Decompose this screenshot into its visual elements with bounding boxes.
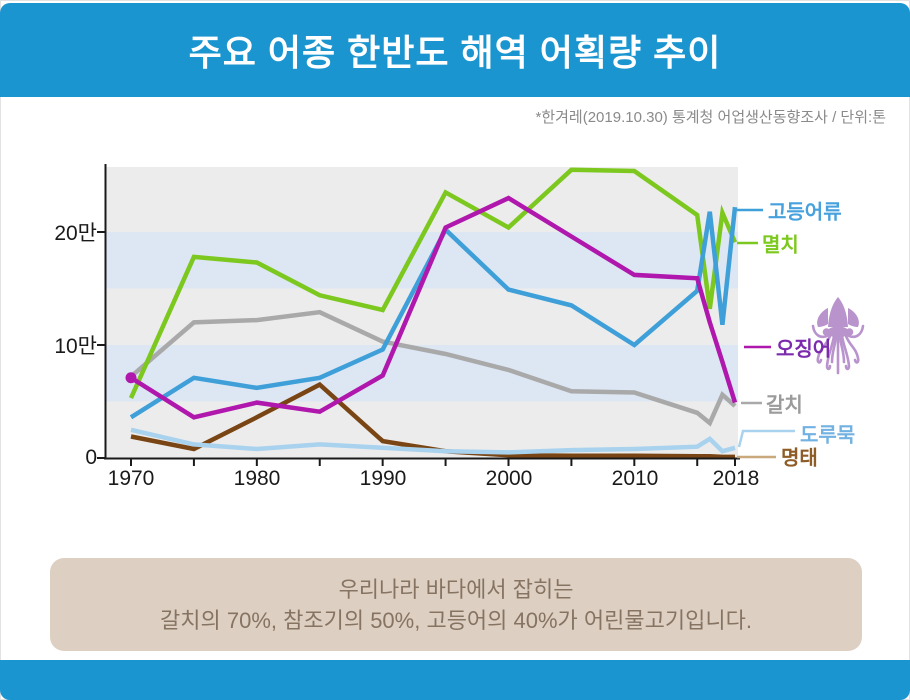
legend-label-squid: 오징어 bbox=[776, 338, 832, 361]
x-tick-label-2010: 2010 bbox=[611, 467, 659, 490]
y-tick-label-10: 10만 bbox=[54, 335, 97, 358]
series-line-1 bbox=[128, 167, 738, 400]
x-tick-label-1990: 1990 bbox=[359, 467, 407, 490]
footer-bar bbox=[0, 660, 910, 700]
footnote-box: 우리나라 바다에서 잡히는 갈치의 70%, 참조기의 50%, 고등어의 40… bbox=[50, 558, 862, 651]
page-title: 주요 어종 한반도 해역 어획량 추이 bbox=[188, 32, 722, 73]
series-start-marker-2 bbox=[125, 372, 137, 384]
legend-label-sandfish: 도루묵 bbox=[800, 424, 856, 447]
series-line-3 bbox=[129, 309, 737, 427]
x-tick-label-2000: 2000 bbox=[485, 467, 533, 490]
series-line-2 bbox=[129, 195, 738, 420]
series-line-5 bbox=[130, 381, 735, 460]
x-tick-label-2018: 2018 bbox=[712, 467, 760, 490]
header-bar: 주요 어종 한반도 해역 어획량 추이 bbox=[0, 3, 910, 97]
footnote-line2: 갈치의 70%, 참조기의 50%, 고등어의 40%가 어린물고기입니다. bbox=[160, 607, 752, 633]
y-tick-label-20: 20만 bbox=[54, 222, 97, 245]
line-chart bbox=[97, 164, 865, 466]
x-tick-label-1970: 1970 bbox=[107, 467, 155, 490]
plot-background bbox=[105, 167, 738, 458]
legend-leader-4 bbox=[737, 429, 795, 448]
legend-label-mackerel: 고등어류 bbox=[768, 201, 842, 224]
series-line-0 bbox=[129, 206, 738, 420]
source-note: *한겨레(2019.10.30) 통계청 어업생산동향조사 / 단위:톤 bbox=[535, 109, 886, 126]
legend-label-pollock: 명태 bbox=[781, 447, 818, 470]
footnote-line1: 우리나라 바다에서 잡히는 bbox=[338, 576, 574, 602]
squid-icon bbox=[811, 297, 865, 375]
y-tick-label-0: 0 bbox=[85, 446, 97, 469]
x-tick-label-1980: 1980 bbox=[233, 467, 281, 490]
legend-label-hairtail: 갈치 bbox=[766, 394, 803, 417]
legend-label-anchovy: 멸치 bbox=[762, 234, 799, 257]
series-line-4 bbox=[130, 427, 736, 455]
